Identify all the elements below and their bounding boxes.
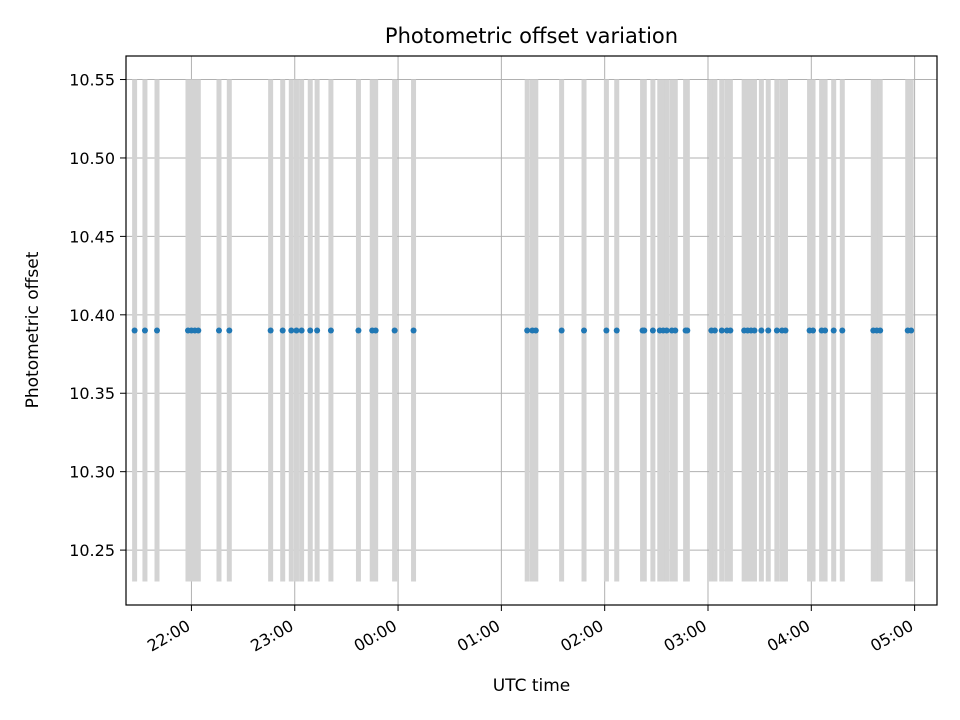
y-tick-label: 10.35 bbox=[69, 384, 115, 403]
data-point bbox=[288, 327, 295, 334]
data-point bbox=[524, 327, 531, 334]
data-point bbox=[684, 327, 691, 334]
data-point bbox=[672, 327, 679, 334]
data-point bbox=[839, 327, 846, 334]
data-point bbox=[810, 327, 817, 334]
data-point bbox=[153, 327, 160, 334]
data-point bbox=[782, 327, 789, 334]
y-tick-label: 10.45 bbox=[69, 227, 115, 246]
y-axis-label: Photometric offset bbox=[23, 251, 43, 408]
data-point bbox=[372, 327, 379, 334]
y-tick-label: 10.50 bbox=[69, 149, 115, 168]
data-point bbox=[279, 327, 286, 334]
data-point bbox=[830, 327, 837, 334]
data-point bbox=[131, 327, 138, 334]
y-tick-label: 10.55 bbox=[69, 71, 115, 90]
data-point bbox=[298, 327, 305, 334]
data-point bbox=[267, 327, 274, 334]
x-axis-label: UTC time bbox=[493, 676, 571, 696]
data-point bbox=[711, 327, 718, 334]
data-point bbox=[765, 327, 772, 334]
data-point bbox=[293, 327, 300, 334]
data-point bbox=[641, 327, 648, 334]
y-tick-label: 10.30 bbox=[69, 463, 115, 482]
data-point bbox=[391, 327, 398, 334]
data-point bbox=[327, 327, 334, 334]
data-points bbox=[131, 327, 915, 334]
data-point bbox=[410, 327, 417, 334]
data-point bbox=[751, 327, 758, 334]
data-point bbox=[649, 327, 656, 334]
data-point bbox=[613, 327, 620, 334]
data-point bbox=[908, 327, 915, 334]
data-point bbox=[581, 327, 588, 334]
data-point bbox=[773, 327, 780, 334]
plot-frame bbox=[125, 55, 938, 606]
y-tick-label: 10.25 bbox=[69, 541, 115, 560]
data-point bbox=[532, 327, 539, 334]
data-point bbox=[141, 327, 148, 334]
data-point bbox=[215, 327, 222, 334]
data-point bbox=[663, 327, 670, 334]
data-point bbox=[822, 327, 829, 334]
y-axis: 10.25 10.30 10.35 10.40 10.45 10.50 10.55 bbox=[69, 71, 126, 560]
data-point bbox=[355, 327, 362, 334]
data-point bbox=[758, 327, 765, 334]
data-point bbox=[718, 327, 725, 334]
data-point bbox=[558, 327, 565, 334]
chart-title: Photometric offset variation bbox=[385, 24, 678, 48]
data-point bbox=[195, 327, 202, 334]
data-point bbox=[603, 327, 610, 334]
data-point bbox=[727, 327, 734, 334]
data-point bbox=[877, 327, 884, 334]
y-tick-label: 10.40 bbox=[69, 306, 115, 325]
data-point bbox=[226, 327, 233, 334]
data-point bbox=[314, 327, 321, 334]
data-point bbox=[307, 327, 314, 334]
